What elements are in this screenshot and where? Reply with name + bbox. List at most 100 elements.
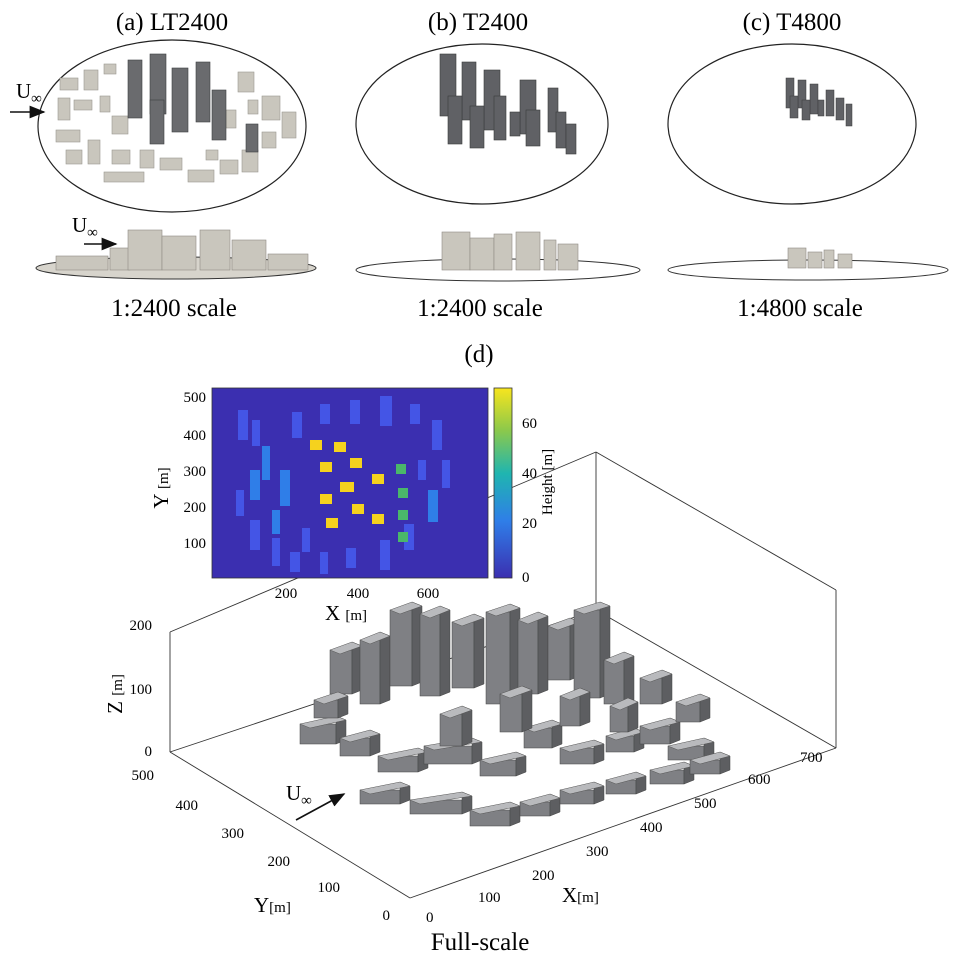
- heatmap-building: [310, 440, 322, 450]
- y-tick: 0: [383, 908, 391, 924]
- x-tick: 100: [478, 890, 501, 906]
- heatmap-building: [428, 490, 438, 522]
- y-tick: 400: [176, 798, 199, 814]
- panel-a-title: (a) LT2400: [116, 9, 228, 36]
- z-axis-label: Z [m]: [103, 674, 127, 714]
- heatmap-building: [272, 510, 280, 534]
- heatmap-y-tick: 100: [184, 536, 207, 552]
- building-block: [603, 659, 625, 705]
- heatmap-building: [346, 548, 356, 568]
- heatmap-buildings: [236, 396, 450, 574]
- building-block: [485, 611, 511, 705]
- panel-b-title: (b) T2400: [428, 9, 528, 36]
- heatmap-y-tick: 400: [184, 428, 207, 444]
- heatmap-frame: [211, 387, 489, 579]
- building-roof: [485, 603, 521, 617]
- building-roof: [667, 737, 715, 751]
- panel-a-side-wind-label: U∞: [72, 213, 98, 241]
- building-roof: [419, 605, 451, 619]
- colorbar-tick: 60: [522, 416, 537, 432]
- building-block: [517, 619, 539, 695]
- building-roof: [603, 651, 635, 665]
- building-roof: [359, 781, 411, 795]
- z-tick: 100: [130, 682, 153, 698]
- building-roof: [479, 751, 527, 765]
- y-tick: 500: [132, 768, 155, 784]
- x-tick: 200: [532, 868, 555, 884]
- building-roof: [451, 613, 485, 627]
- heatmap-building: [396, 464, 406, 474]
- panel-b-buildings: [439, 53, 577, 155]
- z-tick: 0: [145, 744, 153, 760]
- colorbar-tick: 40: [522, 466, 537, 482]
- panel-d-wind-label: U∞: [286, 781, 312, 809]
- building-roof: [675, 693, 711, 707]
- panel-d-wind-arrow: [295, 793, 346, 821]
- panel-c-side-buildings: [787, 247, 853, 269]
- y-tick: 300: [222, 826, 245, 842]
- building-block: [389, 609, 413, 687]
- heatmap-building: [272, 538, 280, 566]
- heatmap-x-tick: 400: [347, 586, 370, 602]
- panel-a-side-buildings: [55, 229, 309, 271]
- heatmap-x-tick: 600: [417, 586, 440, 602]
- building-block: [609, 705, 629, 733]
- heatmap-building: [350, 458, 362, 468]
- building-block: [419, 613, 441, 697]
- building-block: [499, 693, 523, 733]
- panel-a-wind-label: U∞: [16, 79, 42, 107]
- panel-a-tall-buildings: [127, 53, 259, 153]
- heatmap-x-label: X [m]: [325, 601, 367, 625]
- heatmap-building: [432, 420, 442, 450]
- heatmap-building: [334, 442, 346, 452]
- heatmap-building: [380, 540, 390, 570]
- panel-b-scale: 1:2400 scale: [417, 295, 543, 322]
- building-roof: [559, 687, 591, 701]
- heatmap-building: [320, 462, 332, 472]
- heatmap-building: [340, 482, 354, 492]
- heatmap-y-tick: 300: [184, 464, 207, 480]
- heatmap-building: [320, 552, 328, 574]
- building-roof: [639, 669, 673, 683]
- building-block: [359, 639, 381, 705]
- heatmap-building: [350, 400, 360, 424]
- heatmap-building: [380, 396, 392, 426]
- panel-c-domain-ellipse: [667, 43, 917, 205]
- building-block: [547, 625, 571, 681]
- heatmap-building: [326, 518, 338, 528]
- heatmap-building: [410, 404, 420, 424]
- building-roof: [339, 729, 381, 743]
- panel-d-title: (d): [464, 341, 493, 368]
- heatmap-building: [250, 470, 260, 500]
- building-block: [329, 649, 353, 695]
- building-block: [439, 713, 463, 747]
- x-tick: 300: [586, 844, 609, 860]
- panel-d-caption: Full-scale: [431, 929, 530, 956]
- heatmap-building: [320, 404, 330, 424]
- x-tick: 700: [800, 750, 823, 766]
- panel-b-domain-ellipse: [355, 43, 609, 205]
- panel-c-title: (c) T4800: [743, 9, 842, 36]
- heatmap-building: [398, 510, 408, 520]
- panel-b-side-buildings: [441, 231, 579, 271]
- heatmap-building: [320, 494, 332, 504]
- colorbar-label: Height [m]: [540, 449, 556, 515]
- heatmap-building: [398, 532, 408, 542]
- x-axis-label: X[m]: [562, 883, 599, 907]
- heatmap-building: [236, 490, 244, 516]
- heatmap-building: [262, 446, 270, 480]
- panel-c-scale: 1:4800 scale: [737, 295, 863, 322]
- building-roof: [573, 601, 611, 615]
- building-block: [559, 695, 581, 727]
- building-block: [299, 723, 337, 745]
- colorbar-tick: 20: [522, 516, 537, 532]
- heatmap-building: [372, 474, 384, 484]
- building-roof: [517, 611, 549, 625]
- heatmap-building: [398, 488, 408, 498]
- x-tick: 400: [640, 820, 663, 836]
- heatmap-y-label: Y [m]: [149, 467, 173, 508]
- building-roof: [389, 601, 423, 615]
- building-side: [623, 651, 635, 705]
- heatmap-building: [250, 520, 260, 550]
